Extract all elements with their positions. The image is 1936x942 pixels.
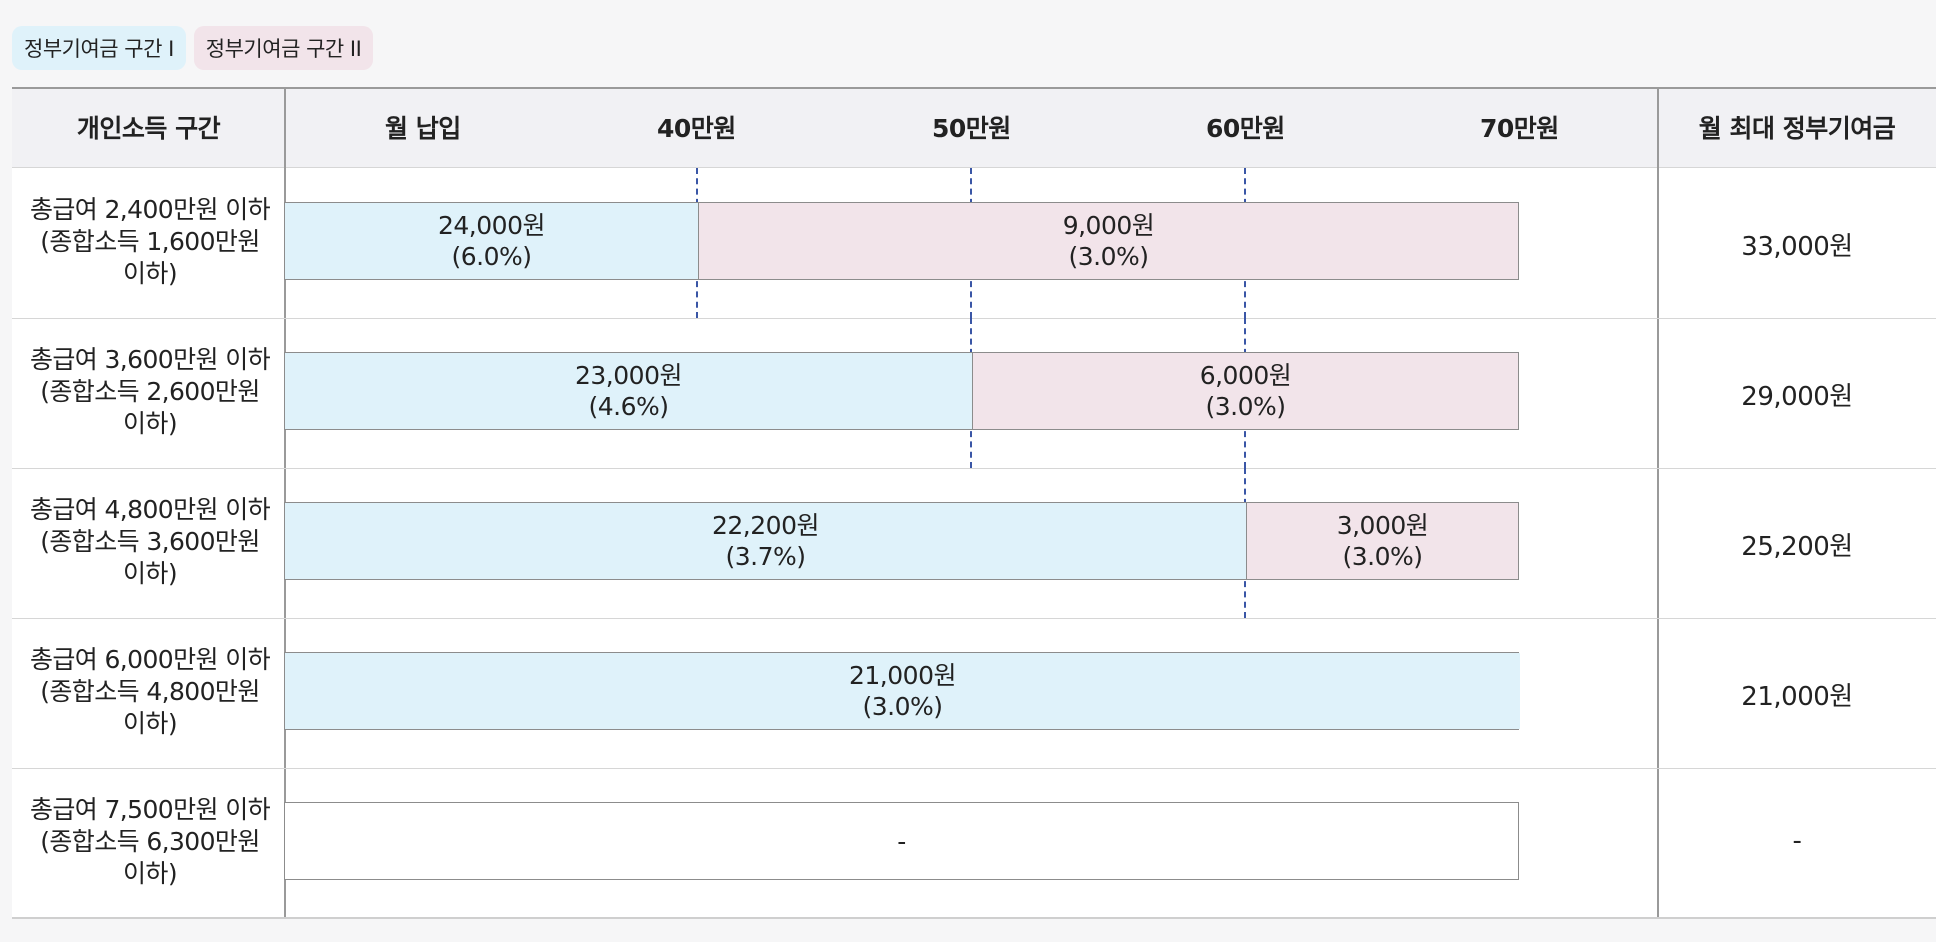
row-separator — [12, 468, 1936, 469]
header-tick-50: 50만원 — [932, 114, 1011, 143]
tier2-amount: 6,000원 — [1199, 361, 1292, 390]
contribution-bar: - — [284, 802, 1519, 880]
row-separator — [12, 618, 1936, 619]
column-divider-right — [1657, 87, 1659, 919]
tier1-amount: 23,000원 — [575, 361, 682, 390]
row-max-contribution-value: 21,000원 — [1741, 682, 1853, 712]
bar-empty-text: - — [897, 826, 906, 856]
row-max-contribution: 33,000원 — [1658, 226, 1936, 263]
row-max-contribution: 21,000원 — [1658, 676, 1936, 713]
tier1-segment: 21,000원 (3.0%) — [285, 653, 1520, 729]
row-income-label-line: 총급여 2,400만원 이하 — [29, 195, 271, 224]
row-income-label-line: (종합소득 2,600만원 — [40, 377, 260, 406]
table-bottom-border — [12, 917, 1936, 919]
table-header: 개인소득 구간 월 납입 40만원 50만원 60만원 70만원 월 최대 정부… — [12, 87, 1936, 168]
tier1-amount: 21,000원 — [849, 661, 956, 690]
tier1-rate: (6.0%) — [451, 242, 532, 271]
row-max-contribution-value: 33,000원 — [1741, 232, 1853, 262]
tier2-rate: (3.0%) — [1068, 242, 1149, 271]
row-income-label-line: 이하) — [123, 259, 178, 288]
row-income-label-line: 이하) — [123, 409, 178, 438]
row-max-contribution: - — [1658, 826, 1936, 856]
tier2-segment: 6,000원 (3.0%) — [972, 353, 1518, 429]
tier1-segment: 23,000원 (4.6%) — [285, 353, 972, 429]
tier2-segment: 9,000원 (3.0%) — [698, 203, 1518, 279]
tier1-rate: (3.0%) — [862, 692, 943, 721]
row-income-label-line: 이하) — [123, 559, 178, 588]
row-max-contribution-value: - — [1792, 826, 1802, 856]
row-max-contribution-value: 29,000원 — [1741, 382, 1853, 412]
row-max-contribution: 25,200원 — [1658, 526, 1936, 563]
header-tick-40: 40만원 — [657, 114, 736, 143]
row-income-label-line: 총급여 4,800만원 이하 — [29, 495, 271, 524]
row-income-label-line: 총급여 7,500만원 이하 — [29, 795, 271, 824]
row-income-label-line: (종합소득 3,600만원 — [40, 527, 260, 556]
tier2-segment: 3,000원 (3.0%) — [1246, 503, 1518, 579]
legend-tier2-chip: 정부기여금 구간 II — [193, 26, 374, 70]
tier1-segment: 22,200원 (3.7%) — [285, 503, 1246, 579]
contribution-bar: 24,000원 (6.0%) 9,000원 (3.0%) — [284, 202, 1519, 280]
tier1-rate: (3.7%) — [725, 542, 806, 571]
tier2-amount: 3,000원 — [1336, 511, 1429, 540]
header-income-bracket: 개인소득 구간 — [76, 114, 221, 143]
tier2-rate: (3.0%) — [1342, 542, 1423, 571]
tier1-amount: 24,000원 — [438, 211, 545, 240]
bar-empty-segment: - — [285, 803, 1518, 879]
row-income-label-line: 이하) — [123, 709, 178, 738]
contribution-bar: 22,200원 (3.7%) 3,000원 (3.0%) — [284, 502, 1519, 580]
header-tick-60: 60만원 — [1206, 114, 1285, 143]
row-income-label-line: (종합소득 6,300만원 — [40, 827, 260, 856]
legend-tier1-chip: 정부기여금 구간 I — [12, 26, 186, 70]
contribution-table: 개인소득 구간 월 납입 40만원 50만원 60만원 70만원 월 최대 정부… — [12, 87, 1936, 919]
tier1-segment: 24,000원 (6.0%) — [285, 203, 698, 279]
legend: 정부기여금 구간 I 정부기여금 구간 II — [12, 26, 374, 70]
row-income-label-line: 이하) — [123, 859, 178, 888]
row-income-label-line: (종합소득 4,800만원 — [40, 677, 260, 706]
row-separator — [12, 318, 1936, 319]
legend-tier2-label: 정부기여금 구간 II — [205, 37, 362, 61]
row-max-contribution: 29,000원 — [1658, 376, 1936, 413]
tier1-rate: (4.6%) — [588, 392, 669, 421]
tier2-rate: (3.0%) — [1205, 392, 1286, 421]
contribution-bar: 23,000원 (4.6%) 6,000원 (3.0%) — [284, 352, 1519, 430]
row-income-label-line: 총급여 3,600만원 이하 — [29, 345, 271, 374]
row-separator — [12, 768, 1936, 769]
legend-tier1-label: 정부기여금 구간 I — [24, 37, 174, 61]
header-tick-70: 70만원 — [1480, 114, 1559, 143]
header-max-contribution: 월 최대 정부기여금 — [1698, 114, 1896, 143]
row-income-label-line: 총급여 6,000만원 이하 — [29, 645, 271, 674]
tier1-amount: 22,200원 — [712, 511, 819, 540]
header-monthly-payment: 월 납입 — [385, 114, 461, 143]
contribution-bar: 21,000원 (3.0%) — [284, 652, 1520, 730]
row-max-contribution-value: 25,200원 — [1741, 532, 1853, 562]
tier2-amount: 9,000원 — [1062, 211, 1155, 240]
row-income-label-line: (종합소득 1,600만원 — [40, 227, 260, 256]
